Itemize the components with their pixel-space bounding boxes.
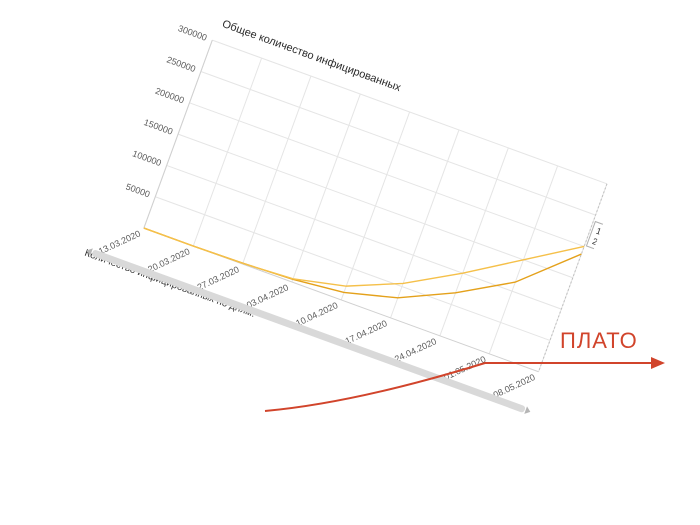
x-tick-label: 03.04.2020 <box>245 282 290 310</box>
chevron-right-icon[interactable] <box>524 406 531 415</box>
arrow-right-icon <box>651 357 665 369</box>
x-tick-label: 08.05.2020 <box>492 372 537 400</box>
x-tick-label: 17.04.2020 <box>344 318 389 346</box>
x-tick-label: 20.03.2020 <box>146 246 191 274</box>
y-tick-label: 100000 <box>131 148 163 168</box>
plateau-label: ПЛАТО <box>560 328 638 354</box>
svg-text:11.05.2020: 11.05.2020 <box>595 226 627 251</box>
x-tick-label: 24.04.2020 <box>393 336 438 364</box>
line-chart: 50000 100000 150000 200000 250000 300000 13.03… <box>73 0 626 427</box>
y-tick-label: 200000 <box>154 86 186 106</box>
x-tick-label: 01.05.2020 <box>442 354 487 382</box>
stage: 50000 100000 150000 200000 250000 300000 13.03… <box>0 0 700 525</box>
y-tick-label: 300000 <box>177 23 209 43</box>
y-tick-label: 250000 <box>165 54 197 74</box>
x-tick-label: 27.03.2020 <box>196 264 241 292</box>
tooltip: 11.05.2020221344 <box>586 222 626 266</box>
y-tick-label: 150000 <box>142 117 174 137</box>
x-tick-label: 13.03.2020 <box>97 228 142 256</box>
chart-title: Общее количество инфицированных <box>220 18 402 94</box>
y-tick-label: 50000 <box>124 181 151 199</box>
chart-container: 50000 100000 150000 200000 250000 300000 13.03… <box>73 0 626 427</box>
svg-text:221344: 221344 <box>591 236 623 256</box>
x-tick-label: 10.04.2020 <box>294 300 339 328</box>
